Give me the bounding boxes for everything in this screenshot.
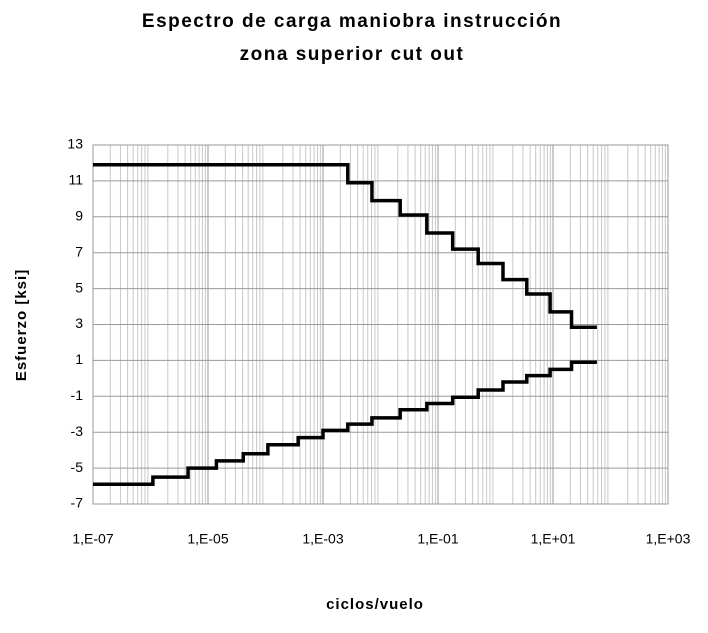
y-tick-label: -3 — [71, 423, 84, 439]
y-tick-label: 5 — [75, 279, 83, 295]
step-line — [93, 162, 597, 329]
chart-title: zona superior cut out — [240, 44, 465, 65]
step-line — [93, 360, 597, 487]
y-tick-label: 7 — [75, 243, 83, 259]
y-tick-label: -7 — [71, 495, 84, 511]
x-axis-title: ciclos/vuelo — [326, 596, 424, 613]
x-tick-label: 1,E-07 — [72, 531, 113, 547]
y-tick-label: -1 — [71, 387, 84, 403]
y-tick-label: 13 — [67, 136, 83, 152]
x-tick-label: 1,E-01 — [417, 531, 458, 547]
y-tick-label: 3 — [75, 315, 83, 331]
y-tick-label: 1 — [75, 351, 83, 367]
x-tick-label: 1,E-03 — [302, 531, 343, 547]
x-tick-label: 1,E+01 — [531, 531, 576, 547]
y-tick-label: 11 — [68, 172, 83, 188]
y-axis-title: Esfuerzo [ksi] — [13, 269, 30, 381]
x-tick-label: 1,E+03 — [646, 531, 691, 547]
x-tick-label: 1,E-05 — [187, 531, 228, 547]
chart-title: Espectro de carga maniobra instrucción — [142, 11, 562, 32]
y-tick-label: 9 — [75, 208, 83, 224]
y-tick-label: -5 — [71, 459, 84, 475]
plot-frame — [92, 144, 669, 505]
